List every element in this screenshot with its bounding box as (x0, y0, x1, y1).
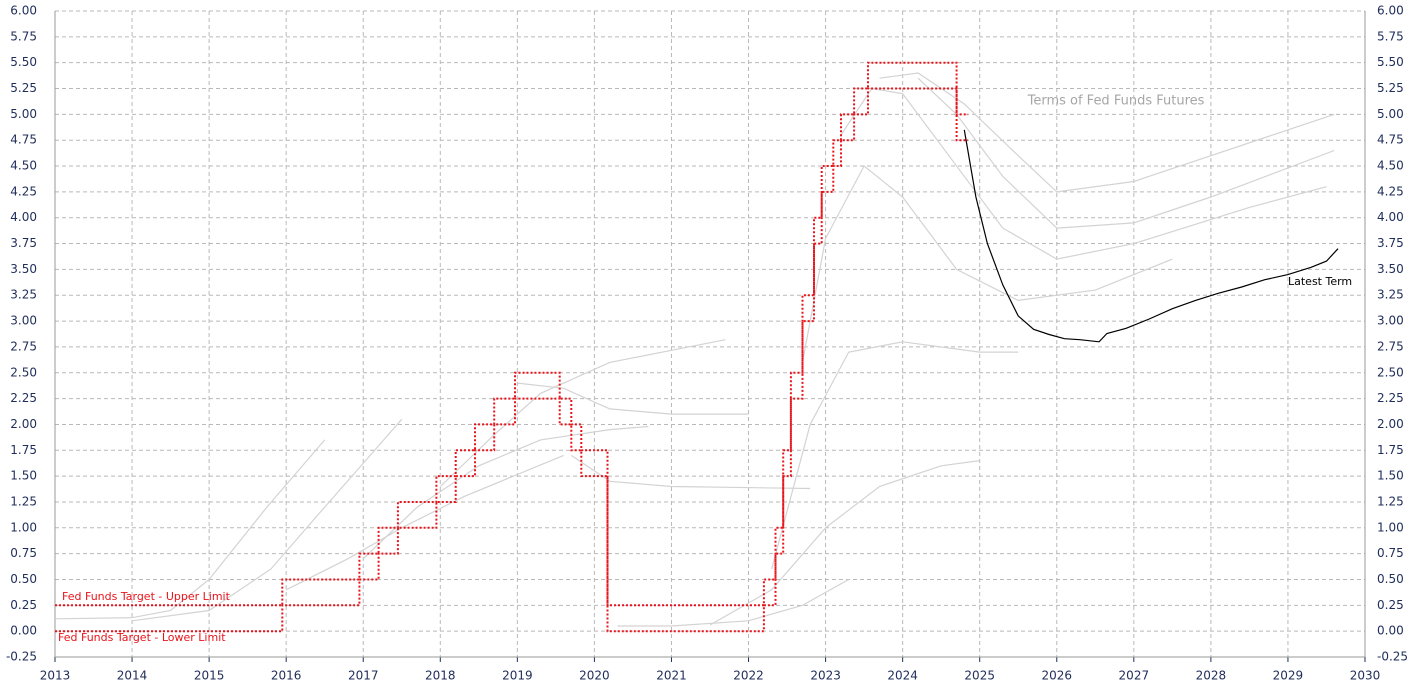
series-label: Latest Term (1288, 275, 1352, 288)
y2-tick-label: 4.50 (1377, 159, 1404, 173)
x-tick-label: 2021 (656, 669, 687, 683)
y-tick-label: 2.75 (10, 339, 37, 353)
y2-tick-label: 4.00 (1377, 210, 1404, 224)
y-tick-label: 0.00 (10, 624, 37, 638)
y2-tick-label: 3.75 (1377, 236, 1404, 250)
y2-tick-label: 1.75 (1377, 443, 1404, 457)
y2-tick-label: 5.75 (1377, 29, 1404, 43)
x-tick-label: 2022 (733, 669, 764, 683)
y2-tick-label: -0.25 (1377, 650, 1408, 664)
x-tick-label: 2025 (964, 669, 995, 683)
y2-tick-label: 5.00 (1377, 107, 1404, 121)
y-tick-label: 1.00 (10, 520, 37, 534)
y2-tick-label: 0.00 (1377, 624, 1404, 638)
series-line (570, 454, 811, 490)
x-tick-label: 2029 (1273, 669, 1304, 683)
y-tick-label: 1.25 (10, 494, 37, 508)
y-tick-label: 6.00 (10, 4, 37, 18)
x-tick-label: 2014 (117, 669, 148, 683)
x-tick-label: 2028 (1196, 669, 1227, 683)
y-tick-label: 2.50 (10, 365, 37, 379)
x-tick-label: 2023 (810, 669, 841, 683)
y2-tick-label: 5.25 (1377, 81, 1404, 95)
y2-tick-label: 4.25 (1377, 184, 1404, 198)
y-tick-label: 2.00 (10, 417, 37, 431)
y2-tick-label: 3.00 (1377, 314, 1404, 328)
series-line (132, 418, 403, 622)
y-tick-label: 4.25 (10, 184, 37, 198)
y2-tick-label: 2.25 (1377, 391, 1404, 405)
x-tick-label: 2024 (887, 669, 918, 683)
y-tick-label: 5.75 (10, 29, 37, 43)
series-line (54, 439, 326, 620)
y2-tick-label: 6.00 (1377, 4, 1404, 18)
x-tick-label: 2015 (194, 669, 225, 683)
series-line (879, 72, 1335, 193)
series-line (517, 382, 749, 415)
y-tick-label: 3.00 (10, 314, 37, 328)
y-tick-label: 5.25 (10, 81, 37, 95)
series-label: Fed Funds Target - Upper Limit (62, 590, 231, 603)
y-tick-label: 3.75 (10, 236, 37, 250)
y2-tick-label: 1.00 (1377, 520, 1404, 534)
series-line (439, 339, 726, 487)
y2-tick-label: 1.50 (1377, 469, 1404, 483)
y-tick-label: 5.50 (10, 55, 37, 69)
x-tick-label: 2020 (579, 669, 610, 683)
y2-tick-label: 0.25 (1377, 598, 1404, 612)
y-tick-label: 3.50 (10, 262, 37, 276)
x-tick-label: 2019 (502, 669, 533, 683)
chart-title: Terms of Fed Funds Futures (1027, 94, 1205, 109)
x-tick-label: 2016 (271, 669, 302, 683)
series-line (840, 87, 1327, 260)
series-line (709, 460, 980, 626)
y-tick-label: 0.25 (10, 598, 37, 612)
x-tick-label: 2026 (1041, 669, 1072, 683)
y2-tick-label: 2.00 (1377, 417, 1404, 431)
series-label: Fed Funds Target - Lower Limit (58, 631, 226, 644)
y2-tick-label: 0.75 (1377, 546, 1404, 560)
x-tick-label: 2030 (1350, 669, 1381, 683)
series-line (771, 341, 1019, 570)
y-tick-label: 4.00 (10, 210, 37, 224)
y2-tick-label: 4.75 (1377, 133, 1404, 147)
y-tick-label: 2.25 (10, 391, 37, 405)
x-tick-label: 2017 (348, 669, 379, 683)
y2-tick-label: 1.25 (1377, 494, 1404, 508)
y-tick-label: 0.50 (10, 572, 37, 586)
y-tick-label: 4.75 (10, 133, 37, 147)
y2-tick-label: 2.50 (1377, 365, 1404, 379)
y2-tick-label: 2.75 (1377, 339, 1404, 353)
y2-tick-label: 3.50 (1377, 262, 1404, 276)
series-line (617, 578, 849, 627)
y2-tick-label: 3.25 (1377, 288, 1404, 302)
y-tick-label: 4.50 (10, 159, 37, 173)
y-tick-label: 5.00 (10, 107, 37, 121)
y-tick-label: 1.50 (10, 469, 37, 483)
y-tick-label: -0.25 (6, 650, 37, 664)
y-tick-label: 0.75 (10, 546, 37, 560)
x-tick-label: 2013 (40, 669, 71, 683)
series-line (55, 61, 969, 607)
series-line (362, 425, 649, 560)
x-tick-label: 2018 (425, 669, 456, 683)
y2-tick-label: 0.50 (1377, 572, 1404, 586)
x-tick-label: 2027 (1119, 669, 1150, 683)
series-line (801, 165, 1173, 363)
y-tick-label: 1.75 (10, 443, 37, 457)
y-tick-label: 3.25 (10, 288, 37, 302)
series-line (55, 87, 969, 633)
y2-tick-label: 5.50 (1377, 55, 1404, 69)
series-line (963, 129, 1339, 343)
series-line (285, 454, 564, 591)
